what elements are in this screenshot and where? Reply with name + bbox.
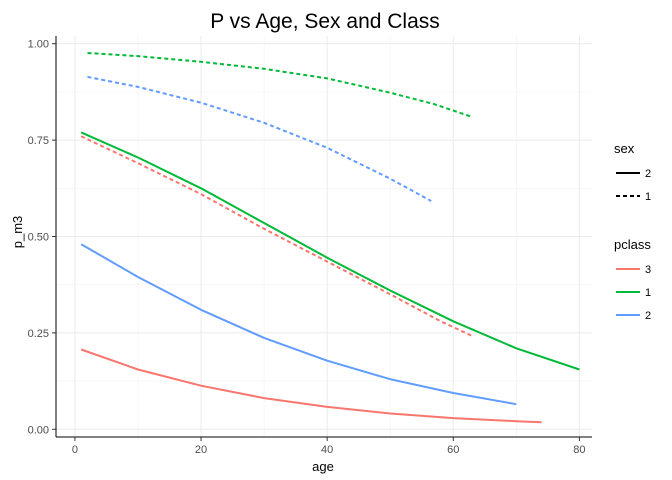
legend-title-pclass: pclass xyxy=(614,237,651,252)
y-axis-title: p_m3 xyxy=(10,216,25,249)
y-ticks: 0.00 0.25 0.50 0.75 1.00 xyxy=(28,39,56,436)
y-tick-label: 0.50 xyxy=(28,232,49,244)
legend: sex 2 1 pclass 3 1 2 xyxy=(614,141,651,322)
x-tick-label: 0 xyxy=(72,444,78,456)
legend-label-pclass-3: 3 xyxy=(645,264,651,276)
chart-title: P vs Age, Sex and Class xyxy=(210,10,440,33)
series-lines xyxy=(80,52,580,424)
y-tick-label: 0.25 xyxy=(28,328,49,340)
x-axis-title: age xyxy=(312,459,334,474)
x-tick-label: 80 xyxy=(573,444,585,456)
x-tick-label: 20 xyxy=(195,444,207,456)
series-line-sex1-pclass3 xyxy=(80,135,473,337)
series-line-sex2-pclass3 xyxy=(80,348,542,424)
legend-title-sex: sex xyxy=(614,141,635,156)
series-line-sex2-pclass1 xyxy=(80,131,580,371)
series-line-sex1-pclass2 xyxy=(87,75,432,202)
series-line-sex2-pclass2 xyxy=(80,243,517,406)
legend-label-sex-1: 1 xyxy=(645,191,651,203)
series-line-sex1-pclass1 xyxy=(87,52,473,118)
x-tick-label: 60 xyxy=(447,444,459,456)
grid-lines xyxy=(56,36,592,437)
y-tick-label: 1.00 xyxy=(28,39,49,51)
legend-label-pclass-2: 2 xyxy=(645,310,651,322)
x-ticks: 0 20 40 60 80 xyxy=(72,437,586,456)
x-tick-label: 40 xyxy=(321,444,333,456)
y-tick-label: 0.75 xyxy=(28,135,49,147)
y-tick-label: 0.00 xyxy=(28,424,49,436)
legend-label-sex-2: 2 xyxy=(645,168,651,180)
legend-label-pclass-1: 1 xyxy=(645,287,651,299)
